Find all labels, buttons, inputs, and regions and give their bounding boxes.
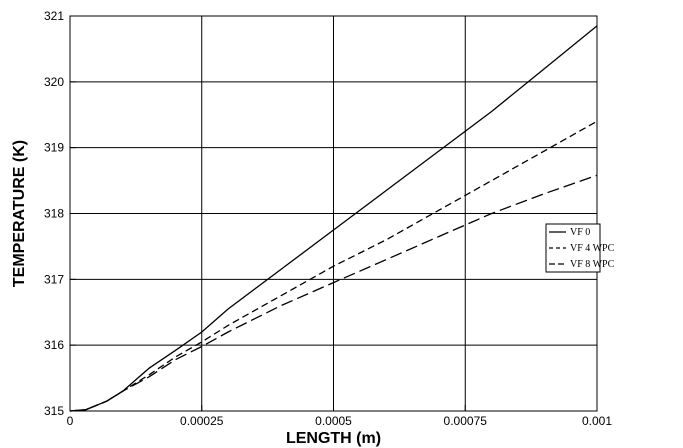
series-lines [69,25,598,412]
legend: VF 0 VF 4 WPC VF 8 WPC [545,223,615,273]
y-tick-label: 321 [44,9,64,23]
y-tick-label: 320 [44,75,64,89]
y-tick-label: 319 [44,141,64,155]
x-tick-label: 0.0005 [315,414,352,428]
ticks: 0 0.00025 0.0005 0.00075 0.001 315 316 317 318 31… [44,9,612,428]
y-tick-label: 316 [44,338,64,352]
y-tick-label: 317 [44,272,64,286]
legend-label: VF 4 WPC [570,243,615,254]
y-tick-label: 318 [44,207,64,221]
grid [69,15,598,412]
x-tick-label: 0.00075 [444,414,488,428]
legend-label: VF 0 [570,227,590,238]
x-axis-label: LENGTH (m) [286,430,381,447]
y-axis-label: TEMPERATURE (K) [11,140,28,287]
series-line-3 [69,174,598,412]
x-tick-label: 0.001 [582,414,612,428]
x-tick-label: 0 [67,414,74,428]
x-tick-label: 0.00025 [180,414,224,428]
y-tick-label: 315 [44,404,64,418]
legend-label: VF 8 WPC [570,259,615,270]
